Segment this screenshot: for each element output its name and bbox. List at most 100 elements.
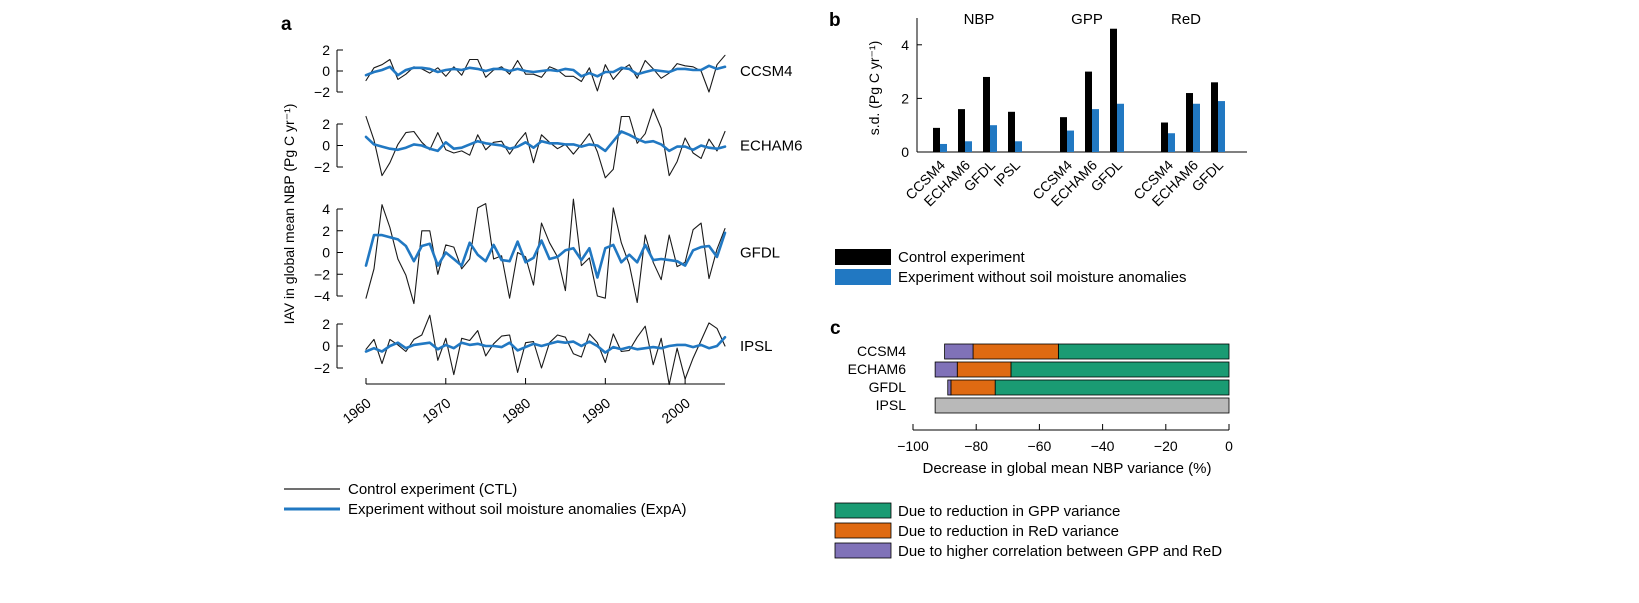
legend-nosm-swatch (835, 269, 891, 285)
panel-b-label: b (829, 10, 841, 31)
c-x-tick-label: −40 (1091, 438, 1115, 454)
legend-gpp-label: Due to reduction in GPP variance (898, 503, 1120, 520)
y-tick-label: −2 (314, 266, 330, 282)
bar-gpp-segment (1010, 361, 1230, 378)
panel-c-label: c (830, 318, 841, 339)
bar-correlation-segment (944, 343, 974, 360)
bar-no-soil-moisture (1193, 103, 1200, 152)
subplot-name: ECHAM6 (740, 138, 803, 155)
y-tick-label: 0 (322, 63, 330, 79)
c-category-label: GFDL (869, 379, 907, 395)
y-tick-label: 2 (322, 116, 330, 132)
subplot-name: IPSL (740, 338, 773, 355)
c-x-tick-label: −80 (964, 438, 988, 454)
x-tick-label: 1990 (579, 395, 614, 427)
legend-expa-label: Experiment without soil moisture anomali… (348, 501, 686, 518)
subplot-gfdl: 4 2 0 −2 −4 GFDL (314, 198, 780, 305)
bar-control (958, 109, 965, 152)
bar-ipsl-total (934, 397, 1230, 414)
b-y-tick-label: 2 (901, 90, 909, 106)
b-y-axis-title: s.d. (Pg C yr⁻¹) (866, 41, 882, 136)
bar-no-soil-moisture (965, 141, 972, 152)
subplot-name: GFDL (740, 245, 780, 262)
c-category-label: IPSL (876, 397, 907, 413)
x-tick-label: 1970 (419, 395, 454, 427)
bar-correlation-segment (947, 379, 952, 396)
legend-gpp-swatch (834, 502, 892, 519)
bar-control (1060, 117, 1067, 152)
bar-control (983, 76, 990, 152)
expa-series-line (364, 64, 727, 78)
b-group-title: ReD (1171, 11, 1201, 28)
bar-gpp-segment (1057, 343, 1230, 360)
c-x-tick-label: 0 (1225, 438, 1233, 454)
y-tick-label: −2 (314, 360, 330, 376)
y-tick-label: 0 (322, 338, 330, 354)
bar-red-segment (972, 343, 1059, 360)
c-x-axis-title: Decrease in global mean NBP variance (%) (922, 460, 1211, 477)
bar-red-segment (950, 379, 996, 396)
b-group-title: GPP (1071, 11, 1103, 28)
b-group-title: NBP (964, 11, 995, 28)
bar-no-soil-moisture (990, 125, 997, 152)
bar-red-segment (956, 361, 1012, 378)
subplot-ipsl: 2 0 −2 IPSL (314, 314, 773, 386)
bar-no-soil-moisture (940, 143, 947, 152)
y-tick-label: −2 (314, 84, 330, 100)
bar-no-soil-moisture (1218, 101, 1225, 152)
y-tick-label: −2 (314, 159, 330, 175)
bar-gpp-segment (994, 379, 1230, 396)
x-tick-label: 1960 (339, 395, 374, 427)
bar-control (1211, 82, 1218, 152)
legend-control-label: Control experiment (898, 249, 1026, 266)
c-x-tick-label: −20 (1154, 438, 1178, 454)
c-x-tick-label: −100 (897, 438, 929, 454)
y-tick-label: 0 (322, 245, 330, 261)
legend-nosm-label: Experiment without soil moisture anomali… (898, 269, 1186, 286)
c-category-label: CCSM4 (857, 343, 906, 359)
bar-correlation-segment (934, 361, 958, 378)
c-category-label: ECHAM6 (848, 361, 907, 377)
bar-control (1008, 111, 1015, 152)
expa-series-line (364, 130, 727, 153)
bar-no-soil-moisture (1067, 130, 1074, 152)
bar-no-soil-moisture (1117, 103, 1124, 152)
c-x-tick-label: −60 (1028, 438, 1052, 454)
y-tick-label: 2 (322, 223, 330, 239)
b-y-tick-label: 4 (901, 37, 909, 53)
expa-series-line (364, 231, 727, 279)
bar-control (1186, 93, 1193, 152)
x-tick-label: 1980 (499, 395, 534, 427)
subplot-name: CCSM4 (740, 63, 793, 80)
bar-control (1085, 71, 1092, 152)
bar-control (1110, 28, 1117, 152)
ctl-series-line (365, 198, 726, 305)
y-tick-label: 2 (322, 316, 330, 332)
y-axis-title: IAV in global mean NBP (Pg C yr⁻¹) (281, 104, 297, 325)
x-tick-label: 2000 (659, 395, 694, 427)
legend-control-swatch (835, 249, 891, 265)
bar-no-soil-moisture (1168, 133, 1175, 152)
b-y-tick-label: 0 (901, 144, 909, 160)
bar-control (933, 127, 940, 152)
y-tick-label: −4 (314, 288, 330, 304)
subplot-ccsm4: 2 0 −2 CCSM4 (314, 42, 792, 100)
subplot-echam6: 2 0 −2 ECHAM6 (314, 108, 803, 179)
y-tick-label: 0 (322, 138, 330, 154)
b-category-label: IPSL (990, 157, 1023, 190)
y-tick-label: 2 (322, 42, 330, 58)
ctl-series-line (365, 314, 726, 386)
panel-a-label: a (281, 14, 292, 35)
legend-red-swatch (834, 522, 892, 539)
bar-no-soil-moisture (1015, 141, 1022, 152)
ctl-series-line (365, 54, 726, 93)
legend-correlation-swatch (834, 542, 892, 559)
bar-control (1161, 122, 1168, 152)
legend-ctl-label: Control experiment (CTL) (348, 481, 517, 498)
expa-series-line (364, 335, 727, 354)
y-tick-label: 4 (322, 201, 330, 217)
legend-correlation-label: Due to higher correlation between GPP an… (898, 543, 1222, 560)
bar-no-soil-moisture (1092, 109, 1099, 152)
legend-red-label: Due to reduction in ReD variance (898, 523, 1119, 540)
